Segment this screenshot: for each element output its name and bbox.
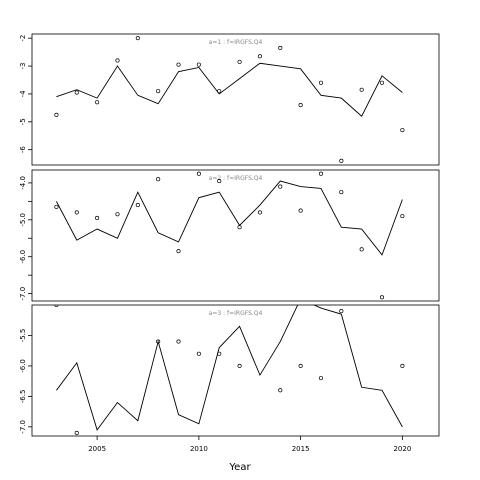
panel-frame (31, 304, 440, 437)
data-point (278, 388, 283, 393)
panel-1: -2 -3 -4 -5 -6 a=1 : f=IRGFS.Q4 (19, 33, 440, 166)
data-point (400, 214, 405, 219)
data-point (74, 90, 79, 95)
data-point (217, 351, 222, 356)
y-tick-label: -6.0 (19, 359, 27, 373)
data-point (339, 158, 344, 163)
data-point (196, 351, 201, 356)
y-tick-label: -6 (19, 146, 27, 154)
y-tick-label: -3 (19, 63, 27, 70)
data-point (400, 128, 405, 133)
y-tick-label: -7.0 (19, 420, 27, 434)
data-point (196, 62, 201, 67)
panel-series (54, 171, 405, 300)
data-point (237, 363, 242, 368)
panel-label: a=1 : f=IRGFS.Q4 (209, 39, 263, 46)
x-tick-label: 2015 (292, 445, 310, 453)
panel-frame (31, 33, 440, 166)
data-point (74, 430, 79, 436)
data-point (135, 36, 140, 41)
data-point (237, 225, 242, 230)
panel-series (54, 36, 405, 163)
y-tick-label: -5.5 (19, 329, 27, 343)
data-point (116, 291, 119, 294)
panel-series (54, 291, 405, 436)
data-point (400, 363, 405, 368)
data-point (176, 249, 181, 254)
panel-3: -5.5 -6.0 -6.5 -7.0 a=3 : f=IRGFS.Q4 (19, 291, 440, 437)
y-tick-label: -6.0 (19, 250, 27, 264)
data-point (237, 59, 242, 64)
data-point (136, 297, 139, 300)
data-point (298, 103, 303, 108)
data-point (156, 339, 161, 344)
data-point (298, 363, 303, 368)
data-point (339, 190, 344, 195)
x-tick-label: 2005 (88, 445, 106, 453)
data-point (359, 87, 364, 92)
series-line (56, 305, 403, 431)
x-tick-label: 2020 (393, 445, 411, 453)
data-point (95, 100, 100, 105)
data-point (360, 297, 363, 300)
y-tick-label: -7.0 (19, 287, 27, 301)
y-tick-label: -6.5 (19, 390, 27, 404)
data-point (318, 376, 324, 381)
series-line (56, 62, 403, 117)
data-point (217, 89, 222, 94)
data-point (278, 45, 283, 50)
y-tick-label: -2 (19, 35, 27, 42)
data-point (95, 297, 98, 300)
y-tick-label: -4.0 (19, 176, 27, 190)
data-point (156, 177, 161, 182)
y-tick-label: -4 (19, 90, 27, 98)
panel-label: a=2 : f=IRGFS.Q4 (209, 175, 263, 182)
panel-label: a=3 : f=IRGFS.Q4 (209, 310, 263, 317)
data-point (258, 297, 261, 300)
data-point (379, 295, 385, 300)
data-point (54, 204, 59, 209)
data-point (115, 58, 120, 63)
data-point (217, 179, 222, 184)
data-point (176, 62, 181, 67)
data-point (257, 54, 262, 59)
data-point (318, 171, 324, 176)
data-point (298, 208, 303, 213)
data-point (379, 80, 385, 85)
x-axis: 2005 2010 2015 2020 (88, 436, 411, 453)
data-point (359, 247, 364, 252)
data-point (176, 339, 181, 344)
data-point (54, 112, 59, 117)
data-point (95, 215, 100, 221)
data-point (318, 80, 324, 85)
data-point (115, 212, 120, 217)
x-axis-label: Year (228, 462, 251, 473)
chart-panels: -2 -3 -4 -5 -6 a=1 : f=IRGFS.Q4 -4.0 -5.0 -6.0 -7… (19, 33, 440, 437)
data-point (278, 184, 283, 189)
y-tick-label: -5.0 (19, 213, 27, 227)
panel-2: -4.0 -5.0 -6.0 -7.0 a=2 : f=IRGFS.Q4 (19, 169, 440, 302)
data-point (135, 203, 140, 208)
data-point (156, 89, 161, 94)
data-point (339, 309, 344, 314)
data-point (196, 171, 201, 176)
series-line (56, 180, 403, 256)
x-tick-label: 2010 (190, 445, 208, 453)
y-tick-label: -5 (19, 118, 27, 125)
data-point (257, 210, 262, 215)
data-point (74, 210, 79, 215)
data-point (54, 305, 59, 308)
panel-frame (31, 169, 440, 302)
